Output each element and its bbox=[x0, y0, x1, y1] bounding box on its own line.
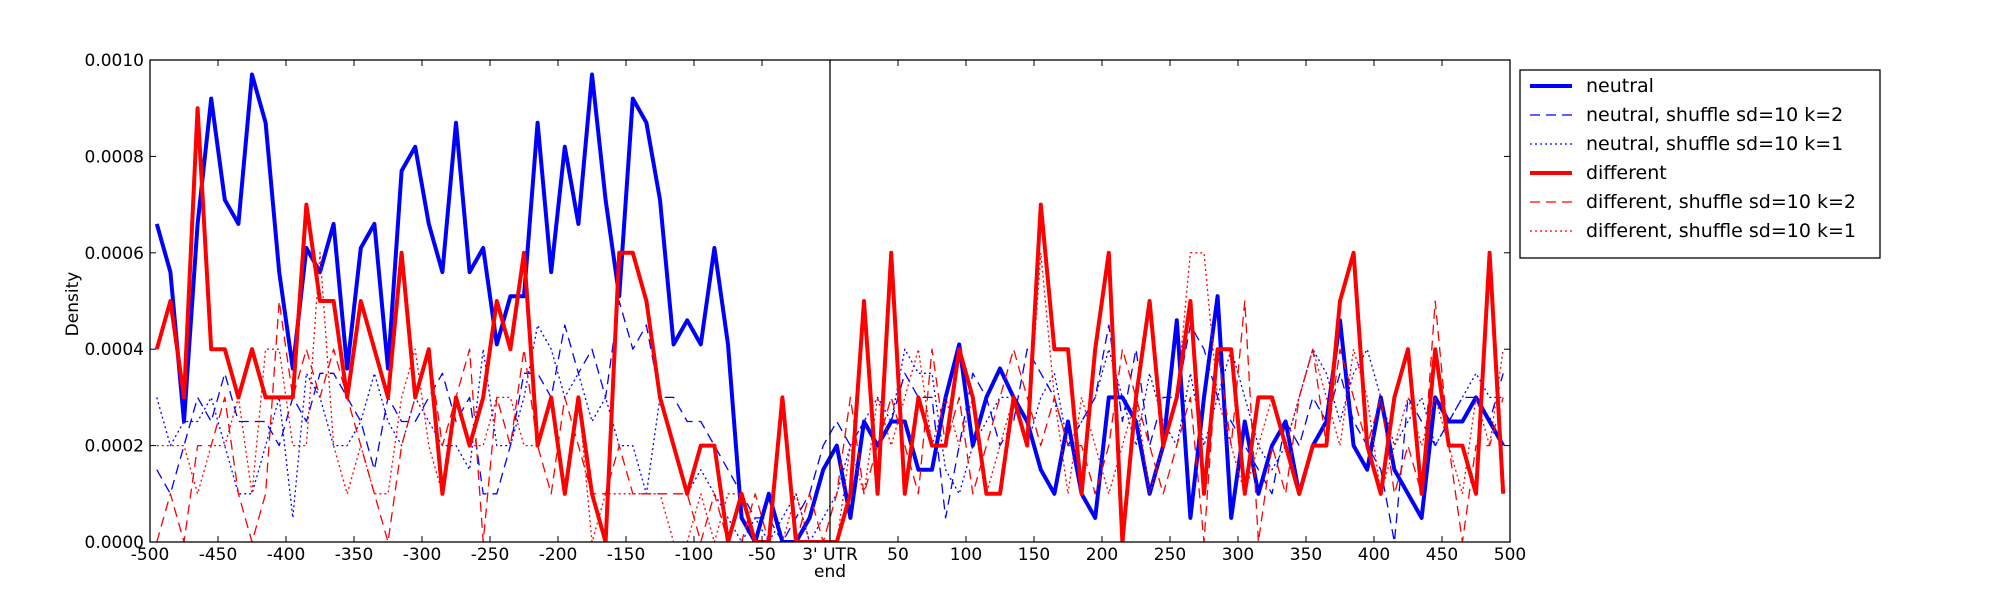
legend-box bbox=[1519, 69, 1881, 259]
y-tick-label: 0.0008 bbox=[85, 147, 144, 167]
y-tick-label: 0.0010 bbox=[85, 51, 144, 71]
x-tick-label: -450 bbox=[199, 545, 238, 565]
legend-label-2: neutral, shuffle sd=10 k=2 bbox=[1586, 104, 1843, 126]
x-tick-label: 3' UTR bbox=[802, 545, 858, 565]
x-tick-label: -100 bbox=[675, 545, 714, 565]
x-tick-label: 350 bbox=[1290, 545, 1322, 565]
x-tick-label: -350 bbox=[335, 545, 374, 565]
y-tick-label: 0.0004 bbox=[85, 340, 144, 360]
y-tick-label: 0.0000 bbox=[85, 533, 144, 553]
x-tick-label: -150 bbox=[607, 545, 646, 565]
legend-label-4: different bbox=[1586, 162, 1667, 184]
series-line-4 bbox=[154, 106, 1506, 542]
y-axis-label: Density bbox=[63, 272, 83, 337]
x-tick-label: 450 bbox=[1426, 545, 1458, 565]
x-tick-label: 250 bbox=[1154, 545, 1186, 565]
x-tick-label: 150 bbox=[1018, 545, 1050, 565]
x-tick-label: 100 bbox=[950, 545, 982, 565]
legend: neutral neutral, shuffle sd=10 k=2 neutral… bbox=[1519, 69, 1881, 259]
x-tick-label: 400 bbox=[1358, 545, 1390, 565]
plot-area bbox=[154, 60, 1506, 542]
legend-label-1: neutral bbox=[1586, 75, 1654, 97]
x-tick-label: -50 bbox=[748, 545, 776, 565]
x-tick-label: -400 bbox=[267, 545, 306, 565]
x-tick-label: 50 bbox=[887, 545, 909, 565]
series-line-5 bbox=[156, 300, 1504, 542]
x-tick-label: -300 bbox=[403, 545, 442, 565]
x-tick-label: 200 bbox=[1086, 545, 1118, 565]
x-tick-label: 300 bbox=[1222, 545, 1254, 565]
series-line-6 bbox=[156, 252, 1504, 542]
y-tick-label: 0.0006 bbox=[85, 244, 144, 264]
legend-label-3: neutral, shuffle sd=10 k=1 bbox=[1586, 133, 1843, 155]
x-tick-label: -500 bbox=[131, 545, 170, 565]
x-tick-label: -250 bbox=[471, 545, 510, 565]
x-tick-sublabel: end bbox=[814, 562, 846, 582]
x-tick-label: -200 bbox=[539, 545, 578, 565]
legend-label-5: different, shuffle sd=10 k=2 bbox=[1586, 191, 1856, 213]
legend-label-6: different, shuffle sd=10 k=1 bbox=[1586, 220, 1856, 242]
axes: -500 -450 -400 -350 -300 -250 -200 -150 -100 -50 3… bbox=[85, 51, 1527, 582]
y-tick-label: 0.0002 bbox=[85, 437, 144, 457]
x-tick-label: 500 bbox=[1494, 545, 1526, 565]
